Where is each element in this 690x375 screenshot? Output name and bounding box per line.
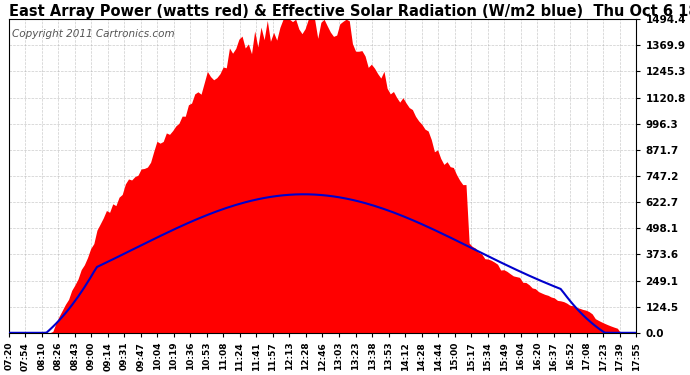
Text: Copyright 2011 Cartronics.com: Copyright 2011 Cartronics.com	[12, 28, 175, 39]
Text: East Array Power (watts red) & Effective Solar Radiation (W/m2 blue)  Thu Oct 6 : East Array Power (watts red) & Effective…	[9, 4, 690, 19]
